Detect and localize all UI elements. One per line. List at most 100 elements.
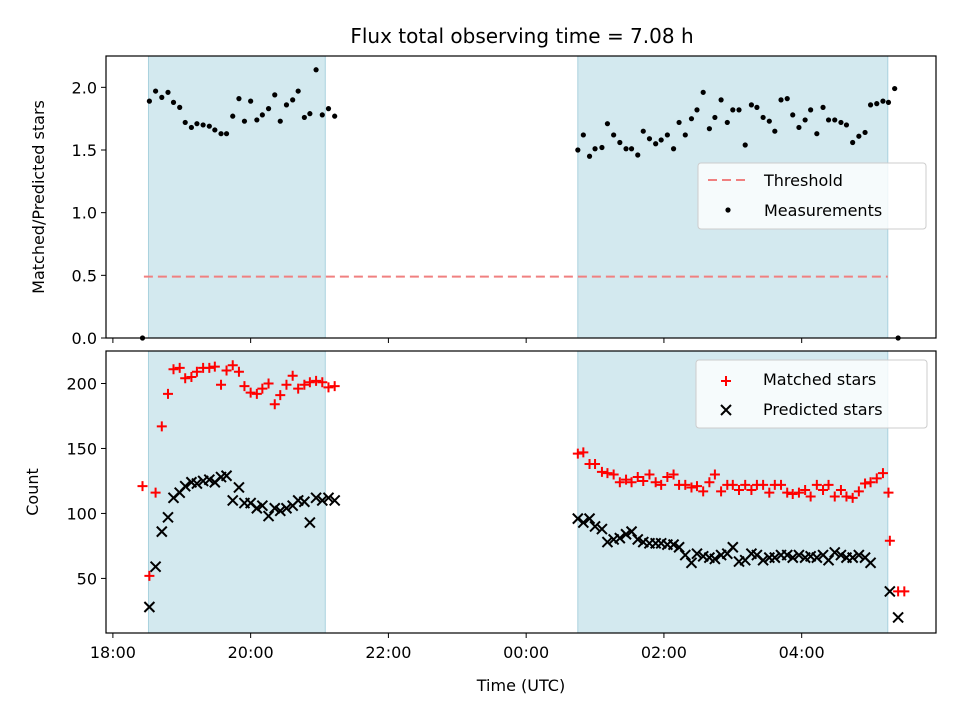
matched-stars-point <box>239 381 250 392</box>
measurement-point <box>706 126 712 132</box>
predicted-stars-point <box>269 502 281 514</box>
matched-stars-point <box>191 366 202 377</box>
measurement-point <box>611 132 617 138</box>
measurement-point <box>206 123 212 129</box>
predicted-stars-point <box>829 546 841 559</box>
measurement-point <box>766 118 772 124</box>
measurement-point <box>313 67 319 73</box>
measurement-point <box>784 96 790 102</box>
predicted-stars-point <box>709 553 721 565</box>
measurement-point <box>838 119 844 126</box>
matched-stars-point <box>626 477 637 488</box>
matched-stars-point <box>823 479 834 490</box>
matched-stars-point <box>602 468 613 479</box>
y-tick-label: 150 <box>66 439 97 458</box>
legend-matched-swatch <box>721 376 731 386</box>
x-axis-label: Time (UTC) <box>476 676 565 695</box>
matched-stars-point <box>180 373 191 384</box>
matched-stars-point <box>275 390 286 401</box>
matched-stars-point <box>281 379 292 390</box>
matched-stars-point <box>899 586 910 597</box>
chart-title: Flux total observing time = 7.08 h <box>350 24 693 48</box>
measurement-point <box>700 89 706 95</box>
predicted-stars-point <box>787 551 799 564</box>
predicted-stars-point <box>667 538 680 551</box>
legend-measurements-swatch <box>725 207 731 213</box>
measurement-point <box>885 99 892 105</box>
predicted-stars-point <box>162 511 174 524</box>
x-tick-label: 02:00 <box>641 643 687 662</box>
measurement-point <box>580 132 586 138</box>
matched-stars-point <box>841 491 852 502</box>
measurement-point <box>254 117 260 123</box>
predicted-stars-point <box>620 528 632 540</box>
x-tick-label: 00:00 <box>503 643 549 662</box>
measurement-points <box>139 67 901 341</box>
matched-stars-point <box>216 379 227 390</box>
predicted-stars-point <box>322 492 335 504</box>
measurement-point <box>694 107 700 113</box>
predicted-stars-point <box>864 557 877 569</box>
predicted-stars-point <box>822 554 835 566</box>
matched-stars-point <box>877 468 888 479</box>
predicted-stars-point <box>262 510 275 522</box>
matched-stars-point <box>572 448 583 459</box>
predicted-stars-point <box>727 541 739 553</box>
predicted-stars-point <box>233 481 245 494</box>
matched-stars-point <box>233 366 244 377</box>
measurement-point <box>223 131 230 137</box>
predicted-stars-point <box>835 549 847 561</box>
measurement-point <box>575 147 581 153</box>
measurement-point <box>760 114 766 121</box>
measurement-point <box>808 107 814 113</box>
matched-stars-point <box>329 381 340 392</box>
measurement-point <box>664 132 670 138</box>
measurement-point <box>718 97 724 103</box>
predicted-stars-point <box>316 494 328 507</box>
measurement-point <box>218 131 224 137</box>
predicted-stars-point <box>853 549 865 561</box>
measurement-point <box>188 124 195 131</box>
predicted-stars-point <box>583 512 596 525</box>
matched-stars-point <box>638 475 649 486</box>
matched-stars-point <box>811 479 822 490</box>
measurement-point <box>843 122 850 128</box>
measurement-point <box>301 114 307 121</box>
matched-stars-point <box>782 487 793 498</box>
matched-stars-point <box>317 377 328 388</box>
predicted-stars-point <box>149 561 162 573</box>
count-x-ticks: 18:00 20:00 22:00 00:00 02:00 04:00 <box>90 633 825 662</box>
predicted-stars-point <box>757 554 769 566</box>
measurement-point <box>182 119 188 126</box>
matched-stars-point <box>883 487 894 498</box>
matched-stars-point <box>311 375 322 386</box>
legend-box <box>697 162 927 230</box>
matched-stars-point <box>727 479 738 490</box>
predicted-stars-point <box>280 502 293 514</box>
matched-stars-point <box>221 365 232 376</box>
measurement-point <box>856 133 862 139</box>
measurement-point <box>592 146 598 152</box>
matched-stars-point <box>656 479 667 490</box>
predicted-stars-point <box>298 496 311 508</box>
measurement-point <box>814 131 820 137</box>
matched-stars-point <box>835 485 846 496</box>
matched-stars-point <box>209 361 220 372</box>
predicted-stars-point <box>143 601 156 613</box>
matched-stars-point <box>287 370 298 381</box>
measurement-point <box>307 111 313 117</box>
matched-stars-point <box>764 487 775 498</box>
measurement-point <box>212 127 218 133</box>
ratio-y-axis-label: Matched/Predicted stars <box>29 100 48 294</box>
measurement-point <box>778 97 784 103</box>
predicted-stars-point <box>179 480 191 492</box>
measurement-point <box>712 114 718 121</box>
matched-stars-point <box>818 485 829 496</box>
measurement-point <box>802 117 808 123</box>
matched-stars-point <box>800 485 811 496</box>
measurement-point <box>825 117 832 123</box>
measurement-point <box>265 106 272 112</box>
ratio-panel-frame <box>105 55 937 339</box>
matched-stars-point <box>793 487 804 498</box>
matched-stars-point <box>578 447 589 458</box>
